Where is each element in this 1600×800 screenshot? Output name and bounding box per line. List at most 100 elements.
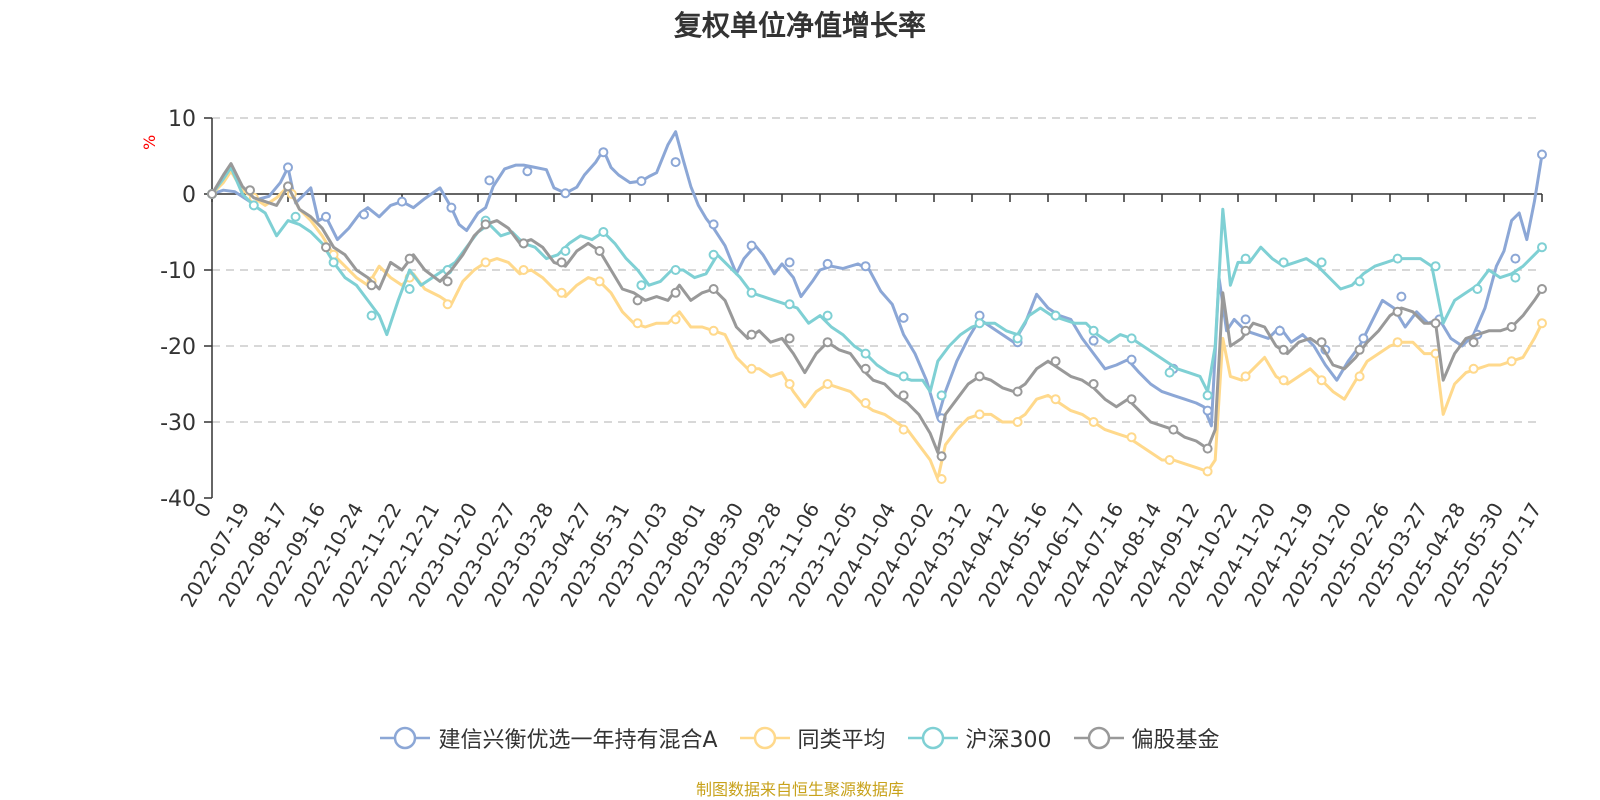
chart-legend: 建信兴衡优选一年持有混合A 同类平均 沪深300 偏股基金 [0,722,1600,754]
data-source-note: 制图数据来自恒生聚源数据库 [695,780,904,799]
series-point-1 [518,265,529,275]
series-point-0 [359,209,369,220]
series-point-1 [1088,417,1099,427]
series-line-3 [210,162,1544,454]
series-point-1 [784,379,795,389]
series-point-0 [283,162,293,173]
series-point-0 [1202,405,1213,416]
legend-label: 建信兴衡优选一年持有混合A [438,728,718,753]
series-point-3 [1537,284,1547,294]
series-point-0 [1510,253,1521,264]
series-point-1 [670,314,681,325]
legend-item-3[interactable]: 偏股基金 [1073,722,1220,754]
series-point-2 [1278,257,1289,268]
series-point-0 [1240,314,1251,325]
series-point-3 [245,185,255,196]
series-point-1 [442,299,453,310]
legend-item-0[interactable]: 建信兴衡优选一年持有混合A [380,722,718,754]
series-point-2 [248,200,259,211]
series-point-3 [822,337,833,348]
series-point-3 [404,253,415,264]
series-point-3 [1430,318,1441,329]
series-point-2 [1392,253,1403,264]
series-point-2 [636,280,647,291]
series-point-2 [1316,257,1327,268]
series-line-1 [210,169,1544,481]
series-point-1 [1354,371,1365,382]
y-tick-label: -30 [160,411,196,436]
series-point-2 [746,287,757,298]
legend-swatch-icon [907,726,958,750]
series-point-0 [1358,333,1369,344]
series-point-2 [598,227,609,237]
series-point-1 [594,276,605,287]
series-point-1 [898,424,909,435]
series-point-3 [1316,337,1327,348]
legend-label: 同类平均 [797,728,886,753]
series-point-1 [1164,455,1175,465]
series-point-3 [1240,325,1251,336]
legend-label: 沪深300 [965,728,1052,753]
series-point-2 [1537,242,1547,253]
series-point-3 [632,295,643,306]
series-point-3 [1050,356,1061,367]
series-point-3 [321,242,331,253]
series-point-0 [1537,149,1547,160]
series-point-0 [446,202,457,213]
series-point-3 [207,189,217,199]
series-point-1 [936,474,947,484]
series-point-1 [632,318,643,329]
series-line-0 [211,130,1544,428]
legend-item-2[interactable]: 沪深300 [907,722,1052,754]
series-point-0 [898,312,909,323]
series-point-3 [366,280,377,291]
series-point-0 [321,211,331,222]
series-point-3 [860,363,871,374]
series-point-1 [1240,371,1251,382]
series-line-2 [210,165,1544,394]
series-point-3 [898,390,909,401]
series-point-3 [594,246,605,256]
y-tick-label: -40 [160,487,196,512]
series-point-1 [1050,394,1061,405]
y-tick-label: -20 [160,335,196,360]
series-point-3 [974,371,985,382]
series-point-1 [1316,375,1327,386]
series-point-0 [560,188,571,199]
series-point-3 [1392,306,1403,317]
series-point-1 [1202,466,1213,477]
series-point-1 [708,325,719,336]
series-point-1 [1126,432,1137,443]
legend-item-1[interactable]: 同类平均 [739,722,886,754]
series-point-1 [1468,363,1479,374]
series-point-3 [1126,394,1137,405]
legend-swatch-icon [380,726,431,750]
series-point-2 [1012,333,1023,344]
series-point-2 [1354,276,1365,287]
series-point-3 [1202,443,1213,454]
legend-label: 偏股基金 [1131,728,1220,753]
series-point-2 [560,246,571,256]
series-point-0 [636,176,647,187]
series-point-1 [1537,318,1547,329]
series-point-1 [822,379,833,389]
series-point-3 [936,451,947,462]
series-point-1 [860,398,871,408]
series-point-3 [518,238,529,249]
series-point-2 [936,390,947,401]
series-point-3 [746,329,757,340]
series-point-2 [1088,325,1099,336]
series-point-0 [860,261,871,272]
series-point-1 [746,363,757,374]
series-point-2 [1240,253,1251,264]
series-point-3 [1088,379,1099,389]
series-point-0 [746,240,757,251]
series-point-2 [1050,310,1061,321]
series-point-3 [670,287,681,298]
chart-title: 复权单位净值增长率 [673,9,926,42]
series-point-0 [598,147,609,158]
series-point-2 [366,310,377,321]
series-point-1 [1506,356,1517,367]
series-point-2 [974,318,985,329]
